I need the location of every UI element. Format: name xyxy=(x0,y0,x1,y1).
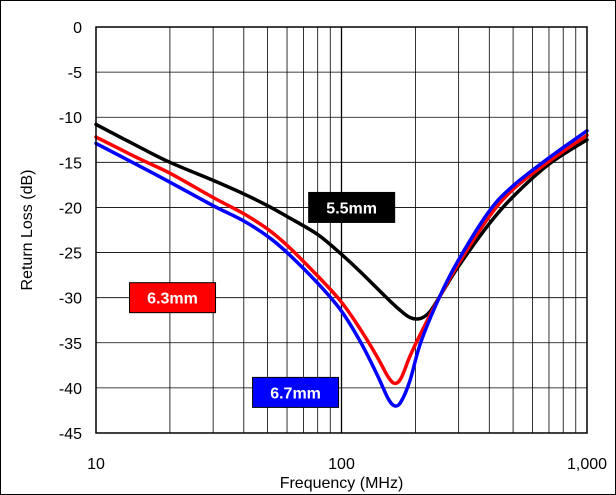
series-annotations: 5.5mm 6.3mm 6.7mm xyxy=(129,191,396,408)
y-tick-label: -45 xyxy=(59,426,82,443)
y-tick-label: -30 xyxy=(59,291,82,308)
y-tick-label: -40 xyxy=(59,381,82,398)
plot-frame xyxy=(95,26,588,434)
annotation-box-5-5mm xyxy=(308,191,396,223)
y-tick-label: 0 xyxy=(73,20,82,37)
annotation-label-6-7mm: 6.7mm xyxy=(270,385,321,402)
annotation-label-5-5mm: 5.5mm xyxy=(326,200,377,217)
x-tick-label: 100 xyxy=(328,456,355,473)
y-axis-title: Return Loss (dB) xyxy=(19,170,36,291)
annotation-box-6-3mm xyxy=(129,282,217,314)
y-tick-labels: 0 -5 -10 -15 -20 -25 -30 -35 -40 -45 xyxy=(59,20,82,443)
grid xyxy=(96,27,587,433)
x-axis-title: Frequency (MHz) xyxy=(280,475,404,492)
y-tick-label: -10 xyxy=(59,110,82,127)
series-line-5-5mm xyxy=(94,122,589,321)
y-tick-label: -5 xyxy=(68,65,82,82)
series-lines xyxy=(94,122,589,408)
annotation-box-6-7mm xyxy=(252,376,340,408)
y-tick-label: -15 xyxy=(59,155,82,172)
y-tick-label: -20 xyxy=(59,200,82,217)
annotation-label-6-3mm: 6.3mm xyxy=(147,291,198,308)
series-line-6-3mm xyxy=(94,133,589,386)
y-tick-label: -35 xyxy=(59,336,82,353)
y-tick-label: -25 xyxy=(59,246,82,263)
x-tick-label: 1,000 xyxy=(567,456,607,473)
x-tick-labels: 10 100 1,000 xyxy=(87,456,607,473)
series-line-6-7mm xyxy=(94,129,589,408)
x-tick-label: 10 xyxy=(87,456,105,473)
